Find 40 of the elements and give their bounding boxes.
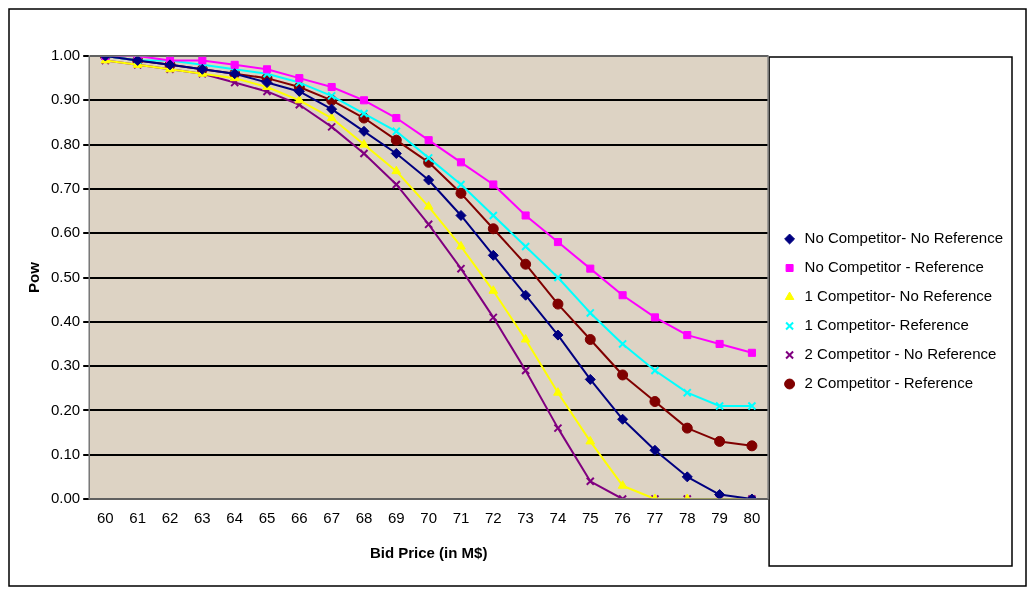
y-tick-label: 0.60 xyxy=(50,223,81,241)
x-tick-label: 68 xyxy=(355,509,373,527)
x-tick-label: 60 xyxy=(97,509,114,527)
x-tick-label: 62 xyxy=(161,509,179,527)
x-axis-title: Bid Price (in M$) xyxy=(369,544,488,562)
x-tick-label: 61 xyxy=(129,509,147,527)
y-axis-title: Pow xyxy=(25,261,43,293)
y-tick-label: 0.80 xyxy=(50,134,81,152)
x-tick-label: 67 xyxy=(323,509,340,527)
y-tick-label: 0.50 xyxy=(50,267,81,285)
legend-label: No Competitor- No Reference xyxy=(804,229,1004,247)
x-tick-label: 64 xyxy=(226,509,244,527)
x-tick-label: 77 xyxy=(646,509,664,527)
y-tick-label: 0.70 xyxy=(50,179,81,197)
y-tick-label: 0.00 xyxy=(50,489,81,507)
x-tick-label: 76 xyxy=(614,509,631,527)
legend-label: 2 Competitor - Reference xyxy=(804,374,973,392)
x-tick-label: 65 xyxy=(258,509,276,527)
x-tick-label: 73 xyxy=(517,509,534,527)
legend-label: 1 Competitor- Reference xyxy=(804,316,969,334)
y-tick-label: 0.40 xyxy=(50,311,81,329)
legend-label: No Competitor - Reference xyxy=(804,258,984,276)
legend-label: 2 Competitor - No Reference xyxy=(804,345,997,363)
y-tick-label: 1.00 xyxy=(50,46,81,64)
x-tick-label: 70 xyxy=(420,509,437,527)
x-tick-label: 74 xyxy=(549,509,567,527)
x-tick-label: 72 xyxy=(484,509,502,527)
y-tick-label: 0.10 xyxy=(50,444,81,462)
x-tick-label: 80 xyxy=(743,509,761,527)
x-tick-label: 78 xyxy=(678,509,696,527)
y-tick-label: 0.90 xyxy=(50,90,81,108)
x-tick-label: 71 xyxy=(452,509,470,527)
x-tick-label: 69 xyxy=(387,509,405,527)
x-tick-label: 66 xyxy=(290,509,308,527)
y-tick-label: 0.20 xyxy=(50,400,81,418)
x-tick-label: 75 xyxy=(581,509,599,527)
legend-label: 1 Competitor- No Reference xyxy=(804,287,993,305)
y-tick-label: 0.30 xyxy=(50,356,81,374)
x-tick-label: 79 xyxy=(711,509,728,527)
x-tick-label: 63 xyxy=(194,509,211,527)
